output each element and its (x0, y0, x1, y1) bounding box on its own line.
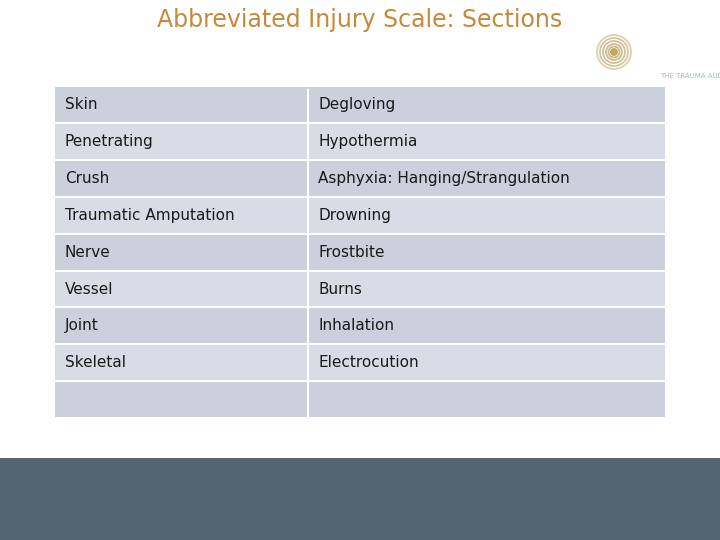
Text: TARN: TARN (660, 42, 720, 62)
Bar (55, 235, 665, 269)
Text: Vessel: Vessel (65, 281, 114, 296)
Circle shape (611, 50, 616, 55)
Text: Crush: Crush (65, 171, 109, 186)
Text: Burns: Burns (318, 281, 362, 296)
Text: Joint: Joint (65, 319, 99, 333)
Text: Traumatic Amputation: Traumatic Amputation (65, 208, 235, 222)
Text: Inhalation: Inhalation (318, 319, 394, 333)
Bar (55, 87, 665, 122)
Bar (55, 272, 665, 306)
Bar (55, 346, 665, 380)
Bar (55, 161, 665, 196)
Text: Abbreviated Injury Scale: Sections: Abbreviated Injury Scale: Sections (158, 8, 562, 32)
Bar (55, 90, 665, 120)
Bar (55, 198, 665, 233)
Text: Frostbite: Frostbite (318, 245, 384, 260)
Text: Drowning: Drowning (318, 208, 391, 222)
Text: Asphyxia: Hanging/Strangulation: Asphyxia: Hanging/Strangulation (318, 171, 570, 186)
Text: Penetrating: Penetrating (65, 134, 154, 149)
Text: Skeletal: Skeletal (65, 355, 126, 370)
Bar (55, 382, 665, 417)
Bar (55, 308, 665, 343)
Bar (55, 124, 665, 159)
Text: Nerve: Nerve (65, 245, 111, 260)
Text: Degloving: Degloving (318, 97, 395, 112)
Text: Electrocution: Electrocution (318, 355, 419, 370)
Text: Skin: Skin (65, 97, 97, 112)
Bar (0, 458, 720, 540)
Text: Hypothermia: Hypothermia (318, 134, 418, 149)
Text: THE TRAUMA AUDIT & RESEARCH NETWORK: THE TRAUMA AUDIT & RESEARCH NETWORK (660, 73, 720, 79)
